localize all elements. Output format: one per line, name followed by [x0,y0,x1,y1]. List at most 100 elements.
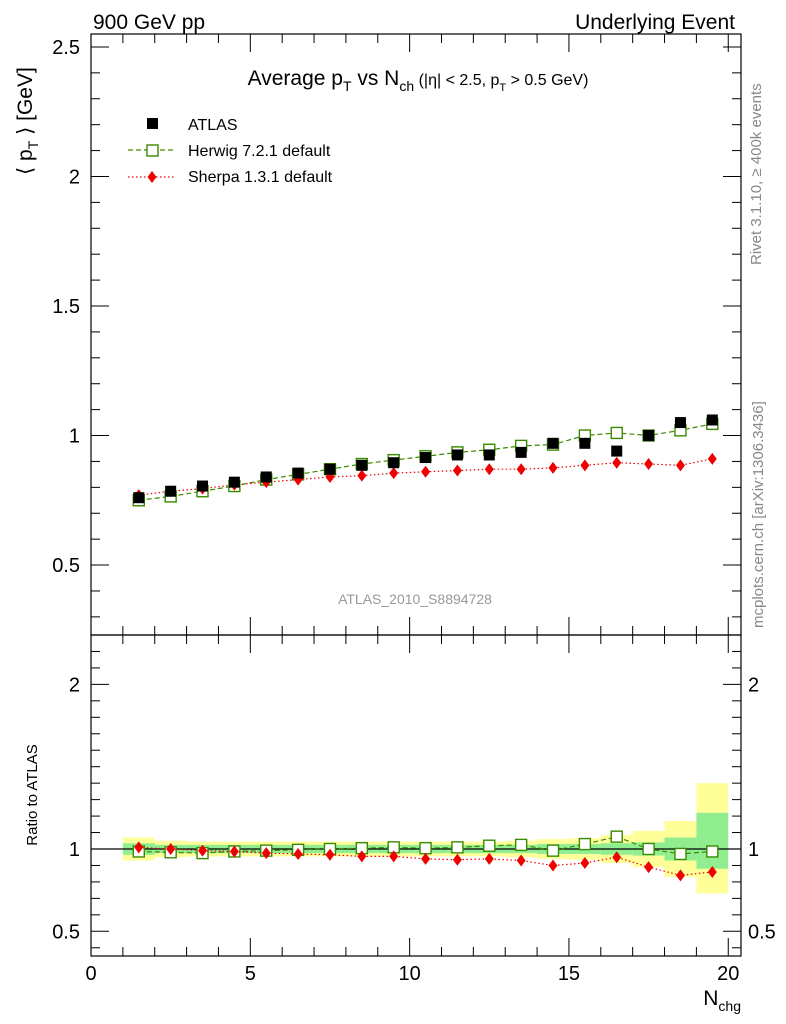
atlas-main-point-1 [165,485,177,497]
sherpa-ratio-point-8 [389,850,399,863]
sherpa-main-point-8 [389,467,399,480]
sherpa-ratio-point-13 [548,859,558,872]
sherpa-main-point-13 [548,461,558,474]
sherpa-ratio-point-1 [166,843,176,855]
ratio-ylabel: Ratio to ATLAS [24,744,41,845]
legend-atlas-marker [147,118,158,129]
atlas-main-point-12 [515,446,527,458]
ratio-ytick-labels: 0.5 0.5 1 1 2 2 [52,674,776,943]
herwig-ratio-point-11 [483,839,496,852]
atlas-main-point-14 [579,437,591,449]
atlas-main-point-3 [228,476,240,488]
legend-item-atlas: ATLAS [147,117,238,134]
legend-herwig-marker [146,144,159,157]
ratio-ytick-label-right: 0.5 [748,921,776,943]
legend-sherpa-label: Sherpa 1.3.1 default [188,169,333,186]
main-ytick-label: 2 [69,166,80,188]
atlas-main-point-17 [674,417,686,429]
ratio-ticks [90,634,741,956]
legend-item-herwig: Herwig 7.2.1 default [128,143,331,160]
herwig-ratio-point-17 [674,847,687,861]
atlas-main-point-5 [292,467,304,479]
main-ticks [90,34,741,635]
xtick-label: 0 [85,963,96,985]
sherpa-main-point-14 [580,459,590,472]
main-ylabel: ⟨ pT ⟩ [GeV] [14,67,41,175]
atlas-main-point-13 [547,437,559,449]
sherpa-ratio-point-14 [580,856,590,869]
atlas-main-point-8 [388,457,400,469]
herwig-ratio-point-9 [419,841,432,855]
main-panel: 0.5 1 1.5 2 2.5 Average pT vs Nch (|η| < 2.5… [14,33,742,636]
main-plot-content [132,414,719,507]
ratio-ytick-label-right: 1 [748,839,759,861]
ratio-ytick-label-left: 1 [69,839,80,861]
herwig-main-point-15 [610,426,623,440]
analysis-watermark: ATLAS_2010_S8894728 [338,591,492,607]
sherpa-main-point-15 [612,456,622,469]
legend-item-sherpa: Sherpa 1.3.1 default [128,169,333,186]
sherpa-ratio-point-11 [484,852,494,865]
sherpa-main-point-9 [421,465,431,478]
herwig-ratio-point-15 [610,830,623,843]
atlas-main-point-18 [706,414,718,426]
main-ytick-labels: 0.5 1 1.5 2 2.5 [52,37,80,577]
main-ytick-label: 1.5 [52,296,80,318]
ratio-ytick-label-right: 2 [748,674,759,696]
sherpa-main-point-12 [516,463,526,476]
mcplots-side-text: mcplots.cern.ch [arXiv:1306.3436] [750,401,767,628]
herwig-ratio-point-10 [451,841,464,854]
ratio-panel: 0.5 0.5 1 1 2 2 0 5 10 15 20 Ratio to ATLAS Nchg [24,634,776,1014]
atlas-main-point-4 [260,471,272,483]
main-title: Average pT vs Nch (|η| < 2.5, pT > 0.5 G… [248,67,589,94]
atlas-main-point-16 [643,430,655,442]
ratio-ytick-label-left: 0.5 [52,921,80,943]
herwig-ratio-point-14 [578,837,592,851]
sherpa-main-point-17 [675,459,685,472]
herwig-ratio-point-13 [546,844,560,857]
rivet-side-text: Rivet 3.1.10, ≥ 400k events [748,83,765,265]
sherpa-ratio-point-9 [421,852,431,865]
legend-herwig-label: Herwig 7.2.1 default [188,143,331,160]
sherpa-ratio-point-12 [516,854,526,867]
atlas-main-point-7 [356,459,368,471]
main-ytick-label: 2.5 [52,37,80,59]
main-ytick-label: 1 [69,426,80,448]
sherpa-ratio-point-7 [357,850,367,863]
sherpa-ratio-point-4 [261,847,271,860]
sherpa-ratio-point-6 [325,848,335,861]
herwig-ratio-point-12 [514,838,528,852]
sherpa-main-point-18 [707,452,717,465]
sherpa-ratio-point-5 [293,847,303,860]
atlas-main-point-11 [483,449,495,461]
atlas-main-point-2 [197,480,209,492]
ratio-frame [90,634,742,957]
legend: ATLAS Herwig 7.2.1 default Sherpa 1.3.1 … [128,117,333,186]
sherpa-ratio-point-0 [134,841,144,854]
ratio-ytick-label-left: 2 [69,674,80,696]
sherpa-ratio-point-16 [644,861,654,874]
legend-sherpa-marker [147,171,157,183]
ratio-green-band-18 [696,812,729,869]
header-right: Underlying Event [575,11,735,34]
sherpa-main-point-10 [452,464,462,477]
sherpa-main-point-16 [644,458,654,471]
xtick-label: 20 [717,963,739,985]
atlas-main-point-6 [324,463,336,475]
atlas-main-point-9 [420,452,432,464]
sherpa-ratio-point-10 [452,853,462,866]
atlas-main-point-0 [133,492,145,504]
xtick-labels: 0 5 10 15 20 [85,963,739,985]
herwig-ratio-point-18 [706,845,719,858]
xtick-label: 5 [245,963,256,985]
ratio-plot-content [91,783,741,894]
xtick-label: 10 [399,963,421,985]
sherpa-main-point-7 [357,469,367,482]
sherpa-ratio-point-3 [229,845,239,858]
atlas-main-point-15 [611,445,623,457]
sherpa-ratio-point-17 [675,869,685,882]
atlas-main-point-10 [451,449,463,461]
header-left: 900 GeV pp [93,11,205,34]
sherpa-ratio-point-18 [707,866,717,879]
